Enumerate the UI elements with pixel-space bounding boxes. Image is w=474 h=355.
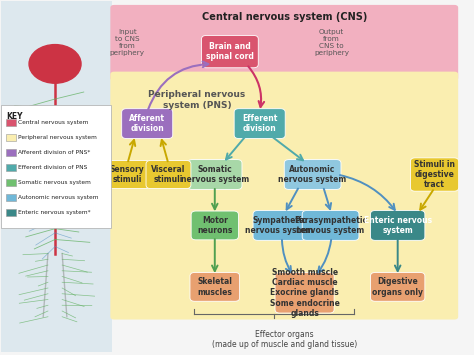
FancyBboxPatch shape [371,273,425,301]
Text: Parasympathetic
nervous system: Parasympathetic nervous system [294,216,367,235]
Text: Efferent
division: Efferent division [242,114,277,133]
FancyBboxPatch shape [146,160,191,189]
Text: Visceral
stimuli: Visceral stimuli [151,165,186,184]
FancyBboxPatch shape [122,109,173,138]
Text: Somatic nervous system: Somatic nervous system [18,180,91,185]
Text: Smooth muscle
Cardiac muscle
Exocrine glands
Some endocrine
glands: Smooth muscle Cardiac muscle Exocrine gl… [270,268,339,318]
FancyBboxPatch shape [201,36,258,68]
FancyBboxPatch shape [6,149,16,156]
FancyBboxPatch shape [284,160,341,190]
Text: Peripheral nervous system: Peripheral nervous system [18,135,97,140]
FancyBboxPatch shape [191,211,238,240]
FancyBboxPatch shape [188,160,242,190]
Text: Digestive
organs only: Digestive organs only [372,277,423,296]
Circle shape [29,45,81,83]
FancyBboxPatch shape [6,164,16,171]
FancyBboxPatch shape [410,158,459,191]
Text: Stimuli in
digestive
tract: Stimuli in digestive tract [414,160,455,190]
FancyBboxPatch shape [275,273,334,313]
FancyBboxPatch shape [302,211,359,240]
Text: Central nervous system (CNS): Central nervous system (CNS) [201,12,367,22]
FancyBboxPatch shape [234,109,285,138]
Text: Brain and
spinal cord: Brain and spinal cord [206,42,254,61]
FancyBboxPatch shape [110,72,458,320]
Text: Effector organs
(made up of muscle and gland tissue): Effector organs (made up of muscle and g… [211,330,357,349]
Text: Input
to CNS
from
periphery: Input to CNS from periphery [110,29,145,56]
Text: Enteric nervous
system: Enteric nervous system [364,216,432,235]
Text: Afferent division of PNS*: Afferent division of PNS* [18,150,90,155]
Text: KEY: KEY [6,113,22,121]
FancyBboxPatch shape [6,119,16,126]
FancyBboxPatch shape [0,1,112,352]
Text: Skeletal
muscles: Skeletal muscles [197,277,232,296]
Text: Output
from
CNS to
periphery: Output from CNS to periphery [314,29,349,56]
FancyBboxPatch shape [105,160,150,189]
Text: Afferent
division: Afferent division [129,114,165,133]
Text: Sensory
stimuli: Sensory stimuli [110,165,145,184]
FancyBboxPatch shape [6,194,16,201]
Text: Central nervous system: Central nervous system [18,120,88,125]
Text: Sympathetic
nervous system: Sympathetic nervous system [246,216,314,235]
FancyBboxPatch shape [6,209,16,216]
FancyBboxPatch shape [6,179,16,186]
Text: Somatic
nervous system: Somatic nervous system [181,165,249,184]
FancyBboxPatch shape [190,273,239,301]
FancyBboxPatch shape [371,211,425,240]
FancyBboxPatch shape [110,5,458,81]
FancyBboxPatch shape [0,105,111,228]
Text: Autonomic
nervous system: Autonomic nervous system [279,165,347,184]
Text: Efferent division of PNS: Efferent division of PNS [18,165,87,170]
FancyBboxPatch shape [6,134,16,141]
Text: Peripheral nervous
system (PNS): Peripheral nervous system (PNS) [148,90,246,110]
Text: Autonomic nervous system: Autonomic nervous system [18,195,98,200]
Text: Enteric nervous system*: Enteric nervous system* [18,210,91,215]
Text: Motor
neurons: Motor neurons [197,216,232,235]
FancyBboxPatch shape [253,211,306,240]
